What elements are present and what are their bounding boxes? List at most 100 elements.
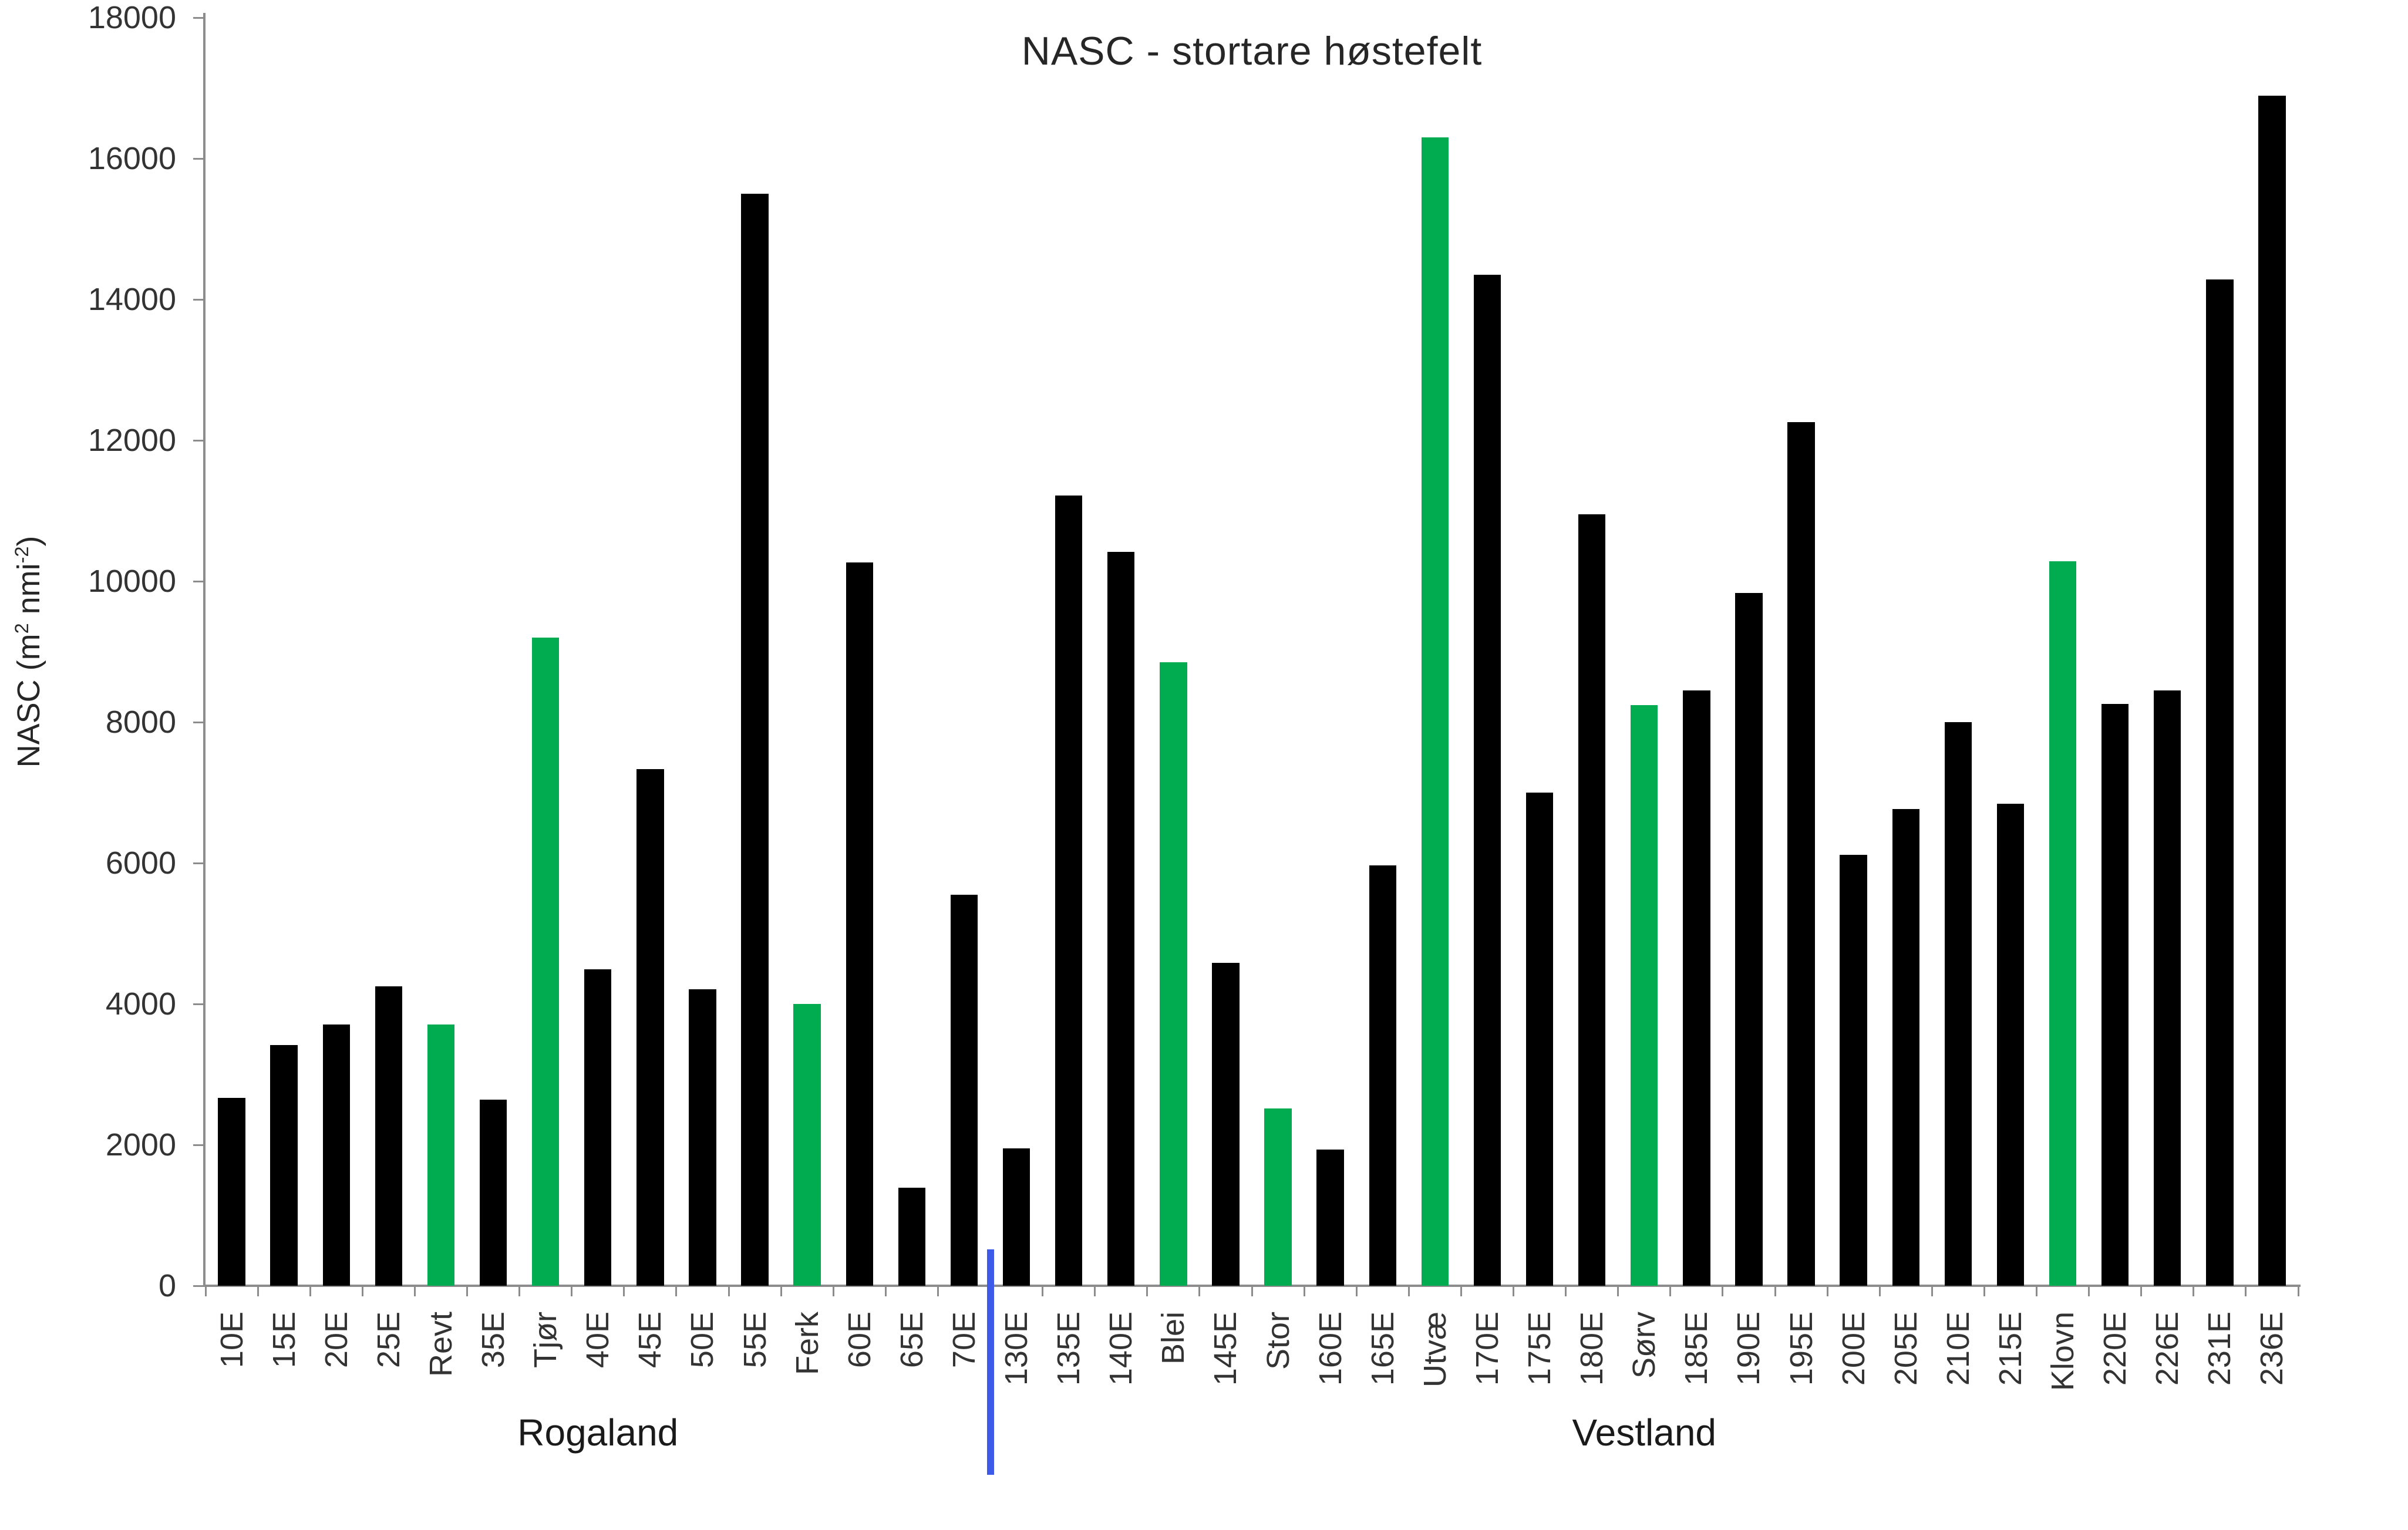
bar-231E	[2206, 279, 2234, 1286]
y-tick-mark	[193, 1285, 203, 1287]
y-axis-title-text: )	[11, 535, 46, 547]
x-tick-mark	[518, 1286, 521, 1296]
bar-185E	[1683, 690, 1710, 1286]
bar-Sørv	[1631, 705, 1658, 1286]
chart-title: NASC - stortare høstefelt	[1021, 29, 1483, 73]
bar-45E	[636, 769, 664, 1286]
x-tick-label-180E: 180E	[1574, 1312, 1610, 1386]
y-tick-label: 6000	[105, 845, 176, 881]
bar-25E	[375, 986, 402, 1286]
x-tick-mark	[257, 1286, 259, 1296]
y-tick-label: 8000	[105, 705, 176, 740]
x-tick-mark	[2297, 1286, 2299, 1296]
bar-35E	[479, 1100, 507, 1286]
x-tick-label-220E: 220E	[2097, 1312, 2133, 1386]
x-tick-label-210E: 210E	[1940, 1312, 1976, 1386]
bar-205E	[1892, 808, 1919, 1286]
x-tick-label-195E: 195E	[1783, 1312, 1819, 1386]
x-tick-mark	[2140, 1286, 2143, 1296]
x-tick-label-Utvæ: Utvæ	[1417, 1312, 1453, 1388]
x-tick-mark	[1983, 1286, 1985, 1296]
bar-220E	[2101, 703, 2129, 1286]
bar-Stor	[1264, 1108, 1292, 1286]
bar-140E	[1107, 551, 1135, 1286]
y-tick-mark	[193, 580, 203, 582]
x-tick-mark	[1460, 1286, 1462, 1296]
x-tick-mark	[466, 1286, 468, 1296]
bar-160E	[1316, 1150, 1344, 1286]
x-tick-label-170E: 170E	[1469, 1312, 1505, 1386]
x-tick-mark	[413, 1286, 416, 1296]
x-tick-mark	[1146, 1286, 1149, 1296]
x-tick-mark	[309, 1286, 311, 1296]
bar-215E	[1996, 804, 2025, 1286]
bar-200E	[1840, 854, 1867, 1286]
region-label-vestland: Vestland	[1572, 1411, 1717, 1454]
x-tick-label-10E: 10E	[214, 1312, 250, 1369]
y-tick-mark	[193, 721, 203, 723]
bar-Revt	[427, 1024, 455, 1286]
x-tick-label-Tjør: Tjør	[528, 1312, 564, 1368]
x-tick-label-15E: 15E	[266, 1312, 302, 1369]
x-tick-mark	[361, 1286, 363, 1296]
region-label-rogaland: Rogaland	[517, 1411, 679, 1454]
x-tick-mark	[780, 1286, 782, 1296]
x-tick-mark	[1722, 1286, 1724, 1296]
y-tick-mark	[193, 157, 203, 160]
x-tick-mark	[1251, 1286, 1253, 1296]
y-tick-label: 18000	[87, 0, 176, 35]
x-tick-label-130E: 130E	[999, 1312, 1035, 1386]
bar-50E	[689, 989, 716, 1286]
x-tick-label-25E: 25E	[371, 1312, 406, 1369]
x-tick-mark	[204, 1286, 207, 1296]
y-tick-mark	[193, 16, 203, 19]
x-tick-label-Sørv: Sørv	[1626, 1312, 1662, 1379]
x-tick-mark	[1303, 1286, 1305, 1296]
x-tick-mark	[937, 1286, 939, 1296]
x-tick-label-165E: 165E	[1365, 1312, 1400, 1386]
bar-40E	[584, 969, 612, 1286]
x-tick-mark	[1355, 1286, 1358, 1296]
bar-165E	[1369, 865, 1396, 1286]
y-tick-label: 10000	[87, 564, 176, 599]
bar-226E	[2154, 690, 2181, 1286]
x-tick-mark	[623, 1286, 625, 1296]
y-tick-mark	[193, 1003, 203, 1005]
x-tick-label-Klovn: Klovn	[2045, 1312, 2081, 1391]
x-tick-mark	[2036, 1286, 2037, 1296]
x-tick-label-135E: 135E	[1051, 1312, 1087, 1386]
y-tick-mark	[193, 439, 203, 442]
bar-10E	[218, 1097, 245, 1286]
x-tick-label-40E: 40E	[580, 1312, 616, 1369]
x-tick-label-20E: 20E	[318, 1312, 354, 1369]
bar-145E	[1212, 963, 1240, 1286]
x-tick-label-160E: 160E	[1312, 1312, 1348, 1386]
x-tick-mark	[1774, 1286, 1776, 1296]
x-tick-mark	[1513, 1286, 1514, 1296]
x-tick-label-70E: 70E	[946, 1312, 982, 1369]
region-divider-line	[986, 1249, 994, 1475]
x-tick-mark	[728, 1286, 730, 1296]
bar-210E	[1944, 722, 1972, 1286]
x-tick-label-185E: 185E	[1679, 1312, 1715, 1386]
bar-65E	[898, 1188, 925, 1286]
y-tick-label: 4000	[105, 986, 176, 1022]
x-tick-mark	[1826, 1286, 1828, 1296]
bar-20E	[322, 1024, 350, 1286]
x-tick-mark	[1617, 1286, 1619, 1296]
x-tick-label-190E: 190E	[1731, 1312, 1767, 1386]
bar-236E	[2258, 96, 2286, 1286]
y-tick-label: 16000	[87, 141, 176, 176]
x-tick-mark	[2193, 1286, 2195, 1296]
x-tick-label-45E: 45E	[632, 1312, 668, 1369]
x-tick-label-145E: 145E	[1208, 1312, 1244, 1386]
bar-180E	[1578, 514, 1606, 1286]
x-tick-mark	[1669, 1286, 1672, 1296]
x-tick-label-140E: 140E	[1103, 1312, 1139, 1386]
bar-Tjør	[531, 638, 560, 1286]
x-tick-label-50E: 50E	[685, 1312, 720, 1369]
y-axis-line	[203, 13, 206, 1286]
x-tick-label-Blei: Blei	[1156, 1312, 1191, 1365]
x-tick-label-55E: 55E	[737, 1312, 773, 1369]
